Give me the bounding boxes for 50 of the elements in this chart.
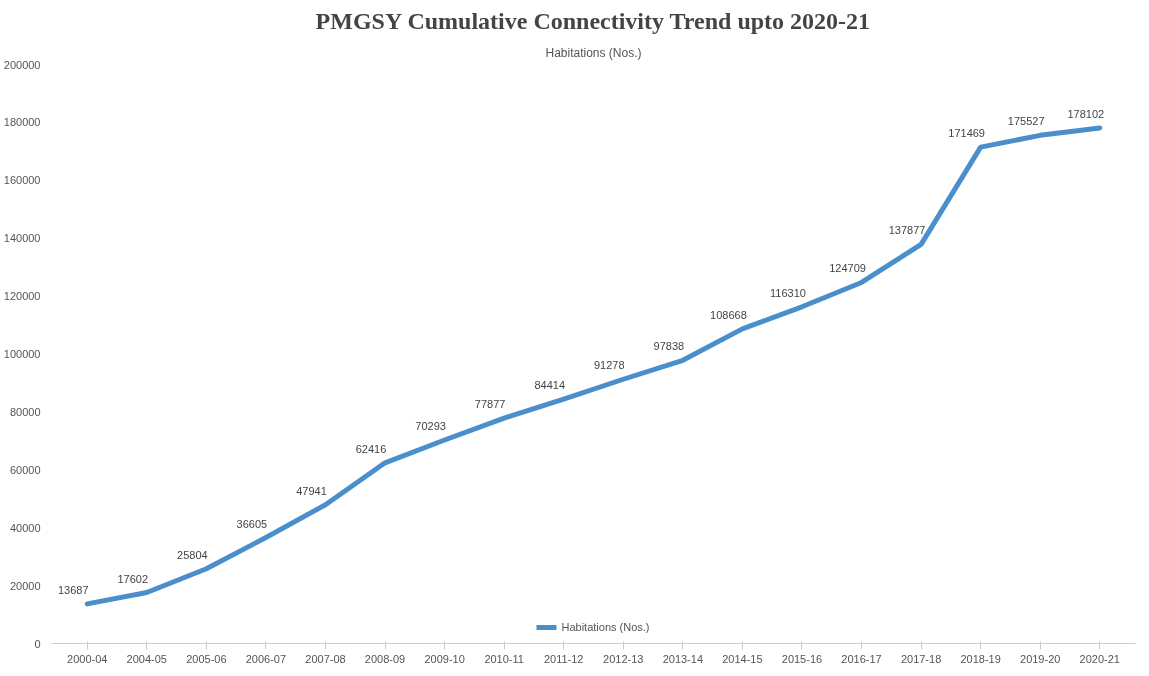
data-label: 171469 bbox=[948, 127, 986, 140]
y-tick-label: 20000 bbox=[9, 579, 41, 592]
data-label: 116310 bbox=[770, 286, 806, 299]
y-tick-label: 0 bbox=[34, 637, 41, 650]
x-tick-label: 2004-05 bbox=[126, 652, 167, 665]
x-tick-label: 2015-16 bbox=[781, 652, 823, 665]
data-label: 70293 bbox=[415, 420, 446, 432]
chart-subtitle: Habitations (Nos.) bbox=[545, 45, 642, 60]
y-tick-label: 140000 bbox=[3, 232, 41, 245]
x-tick-label: 2013-14 bbox=[662, 652, 704, 665]
data-label: 13687 bbox=[57, 583, 89, 596]
data-label: 178102 bbox=[1067, 107, 1105, 120]
data-label: 91278 bbox=[593, 359, 625, 372]
x-tick-label: 2009-10 bbox=[424, 652, 465, 665]
x-tick-label: 2014-15 bbox=[722, 652, 763, 665]
data-label: 77877 bbox=[474, 398, 506, 411]
x-tick-label: 2012-13 bbox=[603, 652, 644, 665]
y-tick-label: 160000 bbox=[3, 174, 41, 187]
data-label: 36605 bbox=[236, 517, 268, 530]
y-tick-label: 200000 bbox=[3, 58, 41, 71]
data-label: 47941 bbox=[296, 484, 327, 497]
y-tick-label: 100000 bbox=[3, 348, 41, 360]
data-label: 25804 bbox=[177, 548, 208, 561]
x-tick-label: 2005-06 bbox=[186, 652, 227, 665]
data-label: 175527 bbox=[1007, 115, 1045, 128]
data-label: 17602 bbox=[117, 572, 149, 585]
chart-title: PMGSY Cumulative Connectivity Trend upto 2020-21 bbox=[315, 7, 871, 34]
data-label: 97838 bbox=[653, 340, 685, 353]
y-tick-label: 180000 bbox=[3, 116, 41, 129]
x-tick-label: 2019-20 bbox=[1020, 652, 1061, 665]
y-tick-label: 60000 bbox=[9, 463, 41, 476]
x-tick-label: 2000-04 bbox=[67, 652, 108, 665]
x-tick-label: 2010-11 bbox=[484, 652, 524, 665]
x-tick-label: 2011-12 bbox=[543, 652, 584, 665]
data-label: 137877 bbox=[888, 224, 926, 237]
x-tick-label: 2006-07 bbox=[245, 652, 287, 665]
data-label: 108668 bbox=[710, 308, 747, 321]
data-label: 124709 bbox=[829, 262, 866, 275]
x-tick-label: 2020-21 bbox=[1079, 652, 1120, 665]
y-tick-label: 120000 bbox=[3, 290, 41, 303]
data-label: 84414 bbox=[534, 379, 566, 392]
x-tick-label: 2017-18 bbox=[900, 652, 942, 665]
y-tick-label: 40000 bbox=[9, 521, 41, 534]
x-tick-label: 2008-09 bbox=[364, 652, 406, 665]
x-tick-label: 2018-19 bbox=[960, 652, 1001, 665]
legend-label: Habitations (Nos.) bbox=[561, 621, 650, 633]
x-tick-label: 2016-17 bbox=[841, 652, 882, 665]
data-label: 62416 bbox=[355, 442, 387, 455]
y-tick-label: 80000 bbox=[9, 405, 41, 418]
x-tick-label: 2007-08 bbox=[305, 652, 346, 665]
